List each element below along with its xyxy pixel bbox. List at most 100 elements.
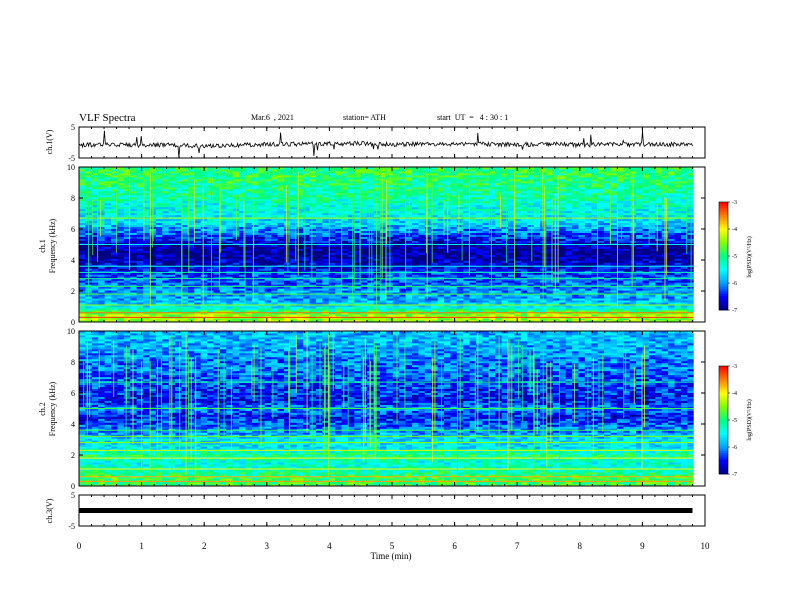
ch1-spec-cell (91, 300, 99, 303)
ch1-spec-cell (219, 280, 227, 283)
ch1-spec-cell (303, 284, 310, 287)
ch1-spec-cell (168, 320, 176, 323)
ch1-spec-cell (405, 294, 413, 297)
ch1-spec-cell (610, 318, 618, 321)
ch1-spec-cell (207, 294, 214, 297)
ch1-spec-cell (411, 310, 419, 313)
ch1-spec-cell (98, 298, 106, 301)
ch1-spec-cell (578, 284, 586, 287)
ch1-spec-cell (520, 278, 528, 281)
ch1-spec-cell (610, 302, 618, 305)
ch1-spec-cells (79, 167, 695, 323)
ch1-spec-cell (392, 298, 400, 301)
ch1-spec-cell (431, 296, 438, 299)
ch1-spec-cell (623, 306, 631, 309)
ch1-spec-cell (508, 310, 515, 313)
ch1-spec-cell (674, 296, 682, 299)
ch1-spec-cell (546, 290, 554, 293)
ch1-spec-cell (213, 300, 221, 303)
ch1-spec-cell (392, 278, 400, 281)
ch1-spec-cell (444, 280, 451, 283)
ch1-spec-cell (155, 314, 163, 317)
ch1-spec-cell (584, 298, 592, 301)
ch1-spec-cell (687, 294, 695, 297)
ch1-spec-cell (399, 308, 406, 311)
ch1-spec-cell (584, 286, 592, 289)
ch1-spec-cell (405, 312, 413, 315)
ch1-spec-cell (104, 318, 112, 321)
ch1-spec-cell (245, 278, 253, 281)
ch1-spec-cell (111, 288, 118, 291)
ch1-spec-cell (680, 312, 688, 315)
ch1-spec-cell (578, 290, 586, 293)
ch1-spec-cell (130, 300, 138, 303)
ch1-spec-cell (303, 312, 310, 315)
ch1-spec-cell (322, 294, 330, 297)
ch1-spec-cell (85, 308, 93, 311)
ch1-spec-cell (616, 310, 624, 313)
ch1-spec-cell (431, 308, 438, 311)
ch1-spec-cell (360, 280, 368, 283)
ch1-spec-cell (143, 302, 150, 305)
ch1-spec-cell (194, 314, 202, 317)
ch1-spec-cell (277, 278, 285, 281)
ch1-spec-cell (111, 300, 118, 303)
ch1-spec-cell (559, 314, 567, 317)
ch1-spec-cell (527, 310, 535, 313)
ch1-spec-cell (674, 282, 682, 285)
ch1-spec-cell (111, 276, 118, 279)
ch1-spec-cell (239, 300, 246, 303)
ch1-spec-cell (232, 302, 240, 305)
ch1-spec-cell (194, 296, 202, 299)
ch1-spec-cell (303, 276, 310, 279)
ch1-spec-cell (437, 280, 445, 283)
ch1-spec-cell (411, 280, 419, 283)
ch1-spec-cell (386, 306, 394, 309)
ch1-spec-cell (347, 286, 355, 289)
ch1-spec-cell (91, 308, 99, 311)
ch1-spec-cell (322, 290, 330, 293)
ch1-spec-cell (155, 302, 163, 305)
ch1-spec-cell (444, 296, 451, 299)
ch1-spec-cell (175, 296, 182, 299)
ch1-spec-cell (552, 302, 560, 305)
ch1-spec-cell (527, 280, 535, 283)
ch1-spec-cell (136, 292, 144, 295)
ch1-spec-cell (175, 278, 182, 281)
ch1-spec-cell (194, 294, 202, 297)
ch1-spec-cell (226, 292, 234, 295)
ch1-spec-cell (283, 282, 291, 285)
ch1-spec-cell (335, 310, 342, 313)
ch1-spec-cell (91, 298, 99, 301)
ch1-spec-cell (578, 302, 586, 305)
ch1-spec-cell (277, 276, 285, 279)
ch1-spec-cell (565, 320, 573, 323)
ch1-spec-cell (123, 292, 131, 295)
ch1-spec-cell (411, 318, 419, 321)
ch1-spec-cell (463, 280, 471, 283)
ch1-spec-cell (655, 318, 663, 321)
ch1-spec-cell (559, 300, 567, 303)
ch1-spec-cell (258, 280, 266, 283)
ch1-spec-cell (674, 298, 682, 301)
ch1-spec-cell (303, 310, 310, 313)
ch1-spec-cell (181, 320, 189, 323)
ch1-spec-cell (130, 296, 138, 299)
ch1-spec-cell (565, 310, 573, 313)
ch1-spec-cell (405, 310, 413, 313)
ch1-spec-cell (162, 300, 170, 303)
ch1-spec-cell (168, 292, 176, 295)
ch1-spec-cell (431, 286, 438, 289)
ch1-spec-cell (354, 292, 362, 295)
ch1-spec-cell (437, 286, 445, 289)
ch1-spec-cell (476, 310, 483, 313)
ch1-spec-cell (431, 306, 438, 309)
ch1-spec-cell (469, 280, 477, 283)
ch1-spec-cell (226, 310, 234, 313)
start-ut-label: start UT = 4 : 30 : 1 (437, 113, 509, 122)
ch1-spec-cell (648, 308, 656, 311)
ch1-spec-cell (360, 320, 368, 323)
ch1-spec-cell (341, 310, 349, 313)
ch1-spec-cell (341, 302, 349, 305)
ch1-spec-cell (482, 300, 490, 303)
